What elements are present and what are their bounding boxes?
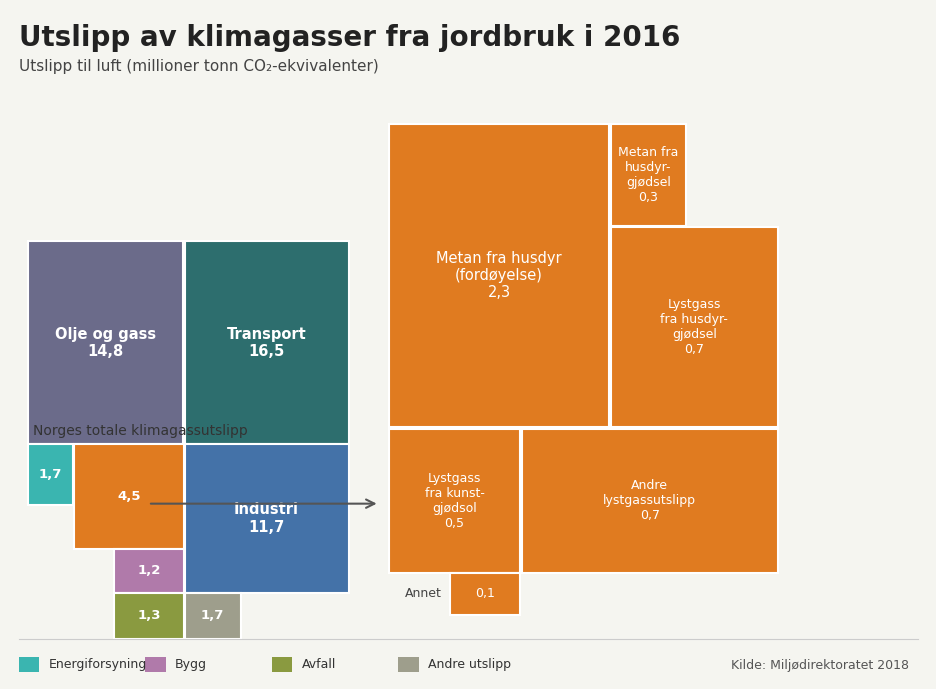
Bar: [74, 444, 183, 549]
Text: Avfall: Avfall: [301, 658, 336, 670]
Bar: [114, 593, 183, 639]
Text: Bygg: Bygg: [175, 658, 207, 670]
Text: 0,1: 0,1: [475, 588, 494, 600]
Bar: [145, 657, 166, 672]
Text: Annet: Annet: [405, 588, 442, 600]
Text: Kilde: Miljødirektoratet 2018: Kilde: Miljødirektoratet 2018: [730, 659, 908, 672]
Bar: [28, 241, 183, 444]
Bar: [388, 124, 608, 427]
Bar: [388, 429, 519, 573]
Bar: [184, 444, 348, 593]
Text: Metan fra husdyr
(fordøyelse)
2,3: Metan fra husdyr (fordøyelse) 2,3: [435, 251, 562, 300]
Bar: [449, 573, 519, 615]
Bar: [28, 444, 73, 505]
Text: Utslipp til luft (millioner tonn CO₂-ekvivalenter): Utslipp til luft (millioner tonn CO₂-ekv…: [19, 59, 378, 74]
Text: Andre utslipp: Andre utslipp: [428, 658, 511, 670]
Text: 1,3: 1,3: [137, 610, 161, 622]
Bar: [184, 241, 348, 444]
Text: Industri
11,7: Industri 11,7: [234, 502, 299, 535]
Text: 4,5: 4,5: [117, 491, 140, 503]
Text: Andre
lystgassutslipp
0,7: Andre lystgassutslipp 0,7: [603, 480, 695, 522]
Bar: [610, 227, 777, 427]
Bar: [610, 124, 685, 226]
Bar: [114, 549, 183, 593]
Bar: [271, 657, 292, 672]
Text: Olje og gass
14,8: Olje og gass 14,8: [55, 327, 155, 359]
Bar: [398, 657, 418, 672]
Text: Energiforsyning: Energiforsyning: [49, 658, 147, 670]
Text: 1,7: 1,7: [39, 469, 62, 481]
Text: Metan fra
husdyr-
gjødsel
0,3: Metan fra husdyr- gjødsel 0,3: [618, 146, 678, 204]
Bar: [521, 429, 777, 573]
Text: Lystgass
fra kunst-
gjødsol
0,5: Lystgass fra kunst- gjødsol 0,5: [424, 472, 484, 530]
Text: Transport
16,5: Transport 16,5: [227, 327, 306, 359]
Text: Utslipp av klimagasser fra jordbruk i 2016: Utslipp av klimagasser fra jordbruk i 20…: [19, 24, 680, 52]
Text: Lystgass
fra husdyr-
gjødsel
0,7: Lystgass fra husdyr- gjødsel 0,7: [660, 298, 727, 356]
Text: 1,2: 1,2: [138, 564, 160, 577]
Bar: [184, 593, 241, 639]
Bar: [19, 657, 39, 672]
Text: 1,7: 1,7: [201, 610, 224, 622]
Text: Norges totale klimagassutslipp: Norges totale klimagassutslipp: [33, 424, 247, 438]
